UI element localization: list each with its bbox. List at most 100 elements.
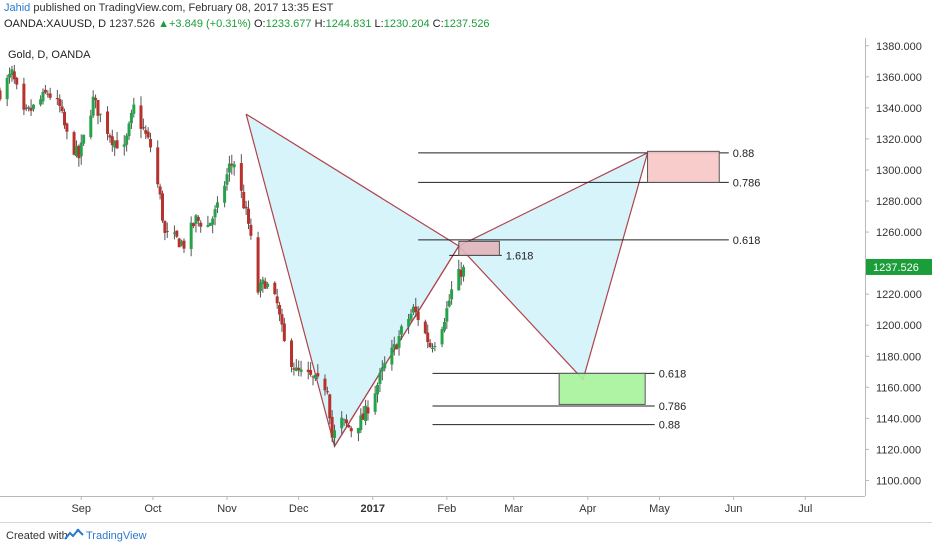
- time-tick-label: 2017: [361, 503, 385, 515]
- candle-body: [380, 367, 384, 372]
- candle-body: [182, 240, 186, 249]
- candle-body: [8, 73, 12, 78]
- tradingview-brand-link[interactable]: TradingView: [86, 530, 147, 542]
- candle-body: [397, 336, 401, 348]
- candle-body: [165, 231, 169, 233]
- candle-body: [225, 174, 229, 185]
- candle-body: [211, 218, 215, 225]
- price-tick-label: 1100.000: [876, 475, 921, 487]
- fib-level-label: 0.618: [659, 368, 687, 380]
- candle-body: [416, 311, 420, 321]
- time-tick-label: Jun: [725, 503, 743, 515]
- price-tick-label: 1260.000: [876, 227, 922, 239]
- candle-body: [294, 367, 298, 371]
- candle-body: [462, 266, 466, 277]
- candle-body: [263, 281, 267, 289]
- candle-body: [72, 132, 76, 155]
- candle-body: [450, 289, 454, 300]
- tradingview-logo-icon[interactable]: [64, 528, 84, 542]
- candle-body: [364, 405, 368, 422]
- candle-body: [213, 209, 217, 218]
- candle-body: [311, 376, 315, 378]
- candle-body: [256, 237, 260, 293]
- published-text: published on TradingView.com, February 0…: [30, 2, 334, 14]
- candle-body: [115, 140, 119, 149]
- candle-body: [122, 144, 126, 147]
- candle-body: [258, 282, 262, 292]
- footer-bar: Created with TradingView: [0, 522, 932, 551]
- candle-body: [395, 345, 399, 350]
- author-link[interactable]: Jahid: [4, 2, 31, 14]
- candle-body: [156, 147, 160, 185]
- candle-body: [361, 413, 365, 420]
- candle-body: [158, 186, 162, 195]
- prz-box-b[interactable]: [458, 240, 500, 256]
- candle-body: [414, 306, 418, 312]
- low-value: 1230.204: [383, 18, 430, 30]
- candle-body: [457, 269, 461, 291]
- candle-body: [275, 296, 279, 304]
- candle-body: [5, 77, 9, 100]
- prz-box-top[interactable]: [647, 150, 720, 183]
- candle-body: [306, 369, 310, 372]
- candle-body: [79, 142, 83, 157]
- candle-body: [89, 115, 93, 138]
- price-tick-label: 1120.000: [876, 444, 921, 456]
- price-tick-label: 1180.000: [876, 351, 921, 363]
- candle-body: [77, 145, 81, 159]
- candle-body: [428, 342, 432, 347]
- candle-body: [172, 232, 176, 234]
- candle-body: [113, 141, 117, 148]
- time-tick-label: Dec: [289, 503, 309, 515]
- candle-body: [149, 139, 153, 148]
- candle-body: [31, 104, 35, 110]
- candle-body: [249, 224, 253, 236]
- candle-body: [141, 127, 145, 129]
- candle-body: [160, 193, 164, 221]
- candle-body: [316, 373, 320, 377]
- candle-body: [242, 191, 246, 209]
- candle-body: [144, 130, 148, 134]
- candle-body: [175, 230, 179, 237]
- candle-body: [383, 362, 387, 369]
- candle-body: [110, 136, 114, 146]
- candle-body: [98, 113, 102, 115]
- candle-body: [328, 394, 332, 419]
- pattern-bd-line[interactable]: [458, 152, 648, 247]
- symbol-name[interactable]: OANDA:XAUUSD, D: [4, 18, 107, 30]
- candle-body: [58, 99, 62, 106]
- open-label: O:: [254, 18, 266, 30]
- price-chart[interactable]: 0.88 0.786 0.618 1.618 0.618 0.786 0.88 1100.0…: [0, 0, 932, 522]
- candle-body: [426, 332, 430, 343]
- candle-body: [46, 93, 50, 95]
- candle-body: [177, 238, 181, 248]
- candle-body: [261, 279, 265, 285]
- candle-body: [247, 208, 251, 224]
- candle-body: [390, 347, 394, 365]
- price-tick-label: 1200.000: [876, 320, 922, 332]
- candle-body: [282, 323, 286, 342]
- candle-body: [411, 306, 415, 313]
- fib-level-label: 0.786: [733, 177, 761, 189]
- candle-body: [232, 164, 236, 168]
- candle-body: [15, 77, 19, 85]
- candle-body: [196, 217, 200, 221]
- last-price-badge: [866, 258, 932, 275]
- candle-body: [65, 123, 69, 132]
- open-value: 1233.677: [265, 18, 312, 30]
- time-tick-label: Oct: [144, 503, 161, 515]
- high-value: 1244.831: [325, 18, 372, 30]
- fib-level-label: 0.88: [659, 420, 680, 432]
- candle-body: [342, 419, 346, 421]
- candle-body: [91, 96, 95, 116]
- fib-level-label: 1.618: [506, 250, 534, 262]
- price-tick-label: 1380.000: [876, 41, 922, 53]
- candle-body: [206, 225, 210, 227]
- target-box-bottom[interactable]: [558, 372, 646, 405]
- candle-body: [192, 223, 196, 227]
- change-arrow-icon: ▲: [158, 18, 169, 30]
- pattern-xb-line[interactable]: [245, 113, 460, 247]
- candle-body: [189, 222, 193, 250]
- candle-body: [347, 425, 351, 428]
- candle-body: [266, 283, 270, 287]
